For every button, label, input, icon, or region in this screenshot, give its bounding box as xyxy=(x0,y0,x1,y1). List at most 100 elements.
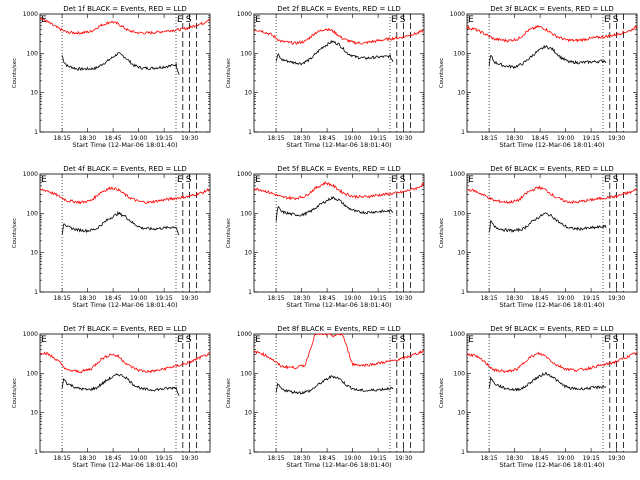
x-tick-label: 19:15 xyxy=(369,295,386,302)
lld-series-line xyxy=(39,17,210,35)
x-tick-label: 19:15 xyxy=(369,135,386,142)
y-tick-label: 100 xyxy=(241,50,253,57)
chart-panel: Det 1f BLACK = Events, RED = LLD 1 10 100 10… xyxy=(12,5,211,149)
chart-title: Det 7f BLACK = Events, RED = LLD xyxy=(63,325,186,333)
y-tick-label: 10 xyxy=(244,410,252,417)
chart-title: Det 6f BLACK = Events, RED = LLD xyxy=(490,165,613,173)
x-tick-label: 18:15 xyxy=(53,135,70,142)
x-tick-label: 18:45 xyxy=(531,295,548,302)
y-tick-label: 100 xyxy=(27,370,39,377)
y-tick-label: 1000 xyxy=(450,331,465,338)
chart-title: Det 1f BLACK = Events, RED = LLD xyxy=(63,5,186,13)
y-axis-label: Counts/sec xyxy=(226,58,232,88)
x-tick-label: 18:30 xyxy=(506,455,523,462)
marker-label-e: E xyxy=(391,335,397,345)
y-tick-label: 1000 xyxy=(23,171,38,178)
y-axis-label: Counts/sec xyxy=(226,378,232,408)
x-tick-label: 19:30 xyxy=(395,455,412,462)
x-axis-label: Start Time (12-Mar-06 18:01:40) xyxy=(286,461,391,469)
x-tick-label: 18:30 xyxy=(293,135,310,142)
y-axis-label: Counts/sec xyxy=(226,218,232,248)
x-tick-label: 18:30 xyxy=(79,295,96,302)
x-tick-label: 18:15 xyxy=(267,135,284,142)
y-tick-label: 1 xyxy=(461,289,465,296)
x-tick-label: 19:15 xyxy=(582,455,599,462)
x-tick-label: 19:30 xyxy=(395,295,412,302)
y-tick-label: 1 xyxy=(248,449,252,456)
x-tick-label: 18:45 xyxy=(104,455,121,462)
marker-label-s: S xyxy=(186,175,192,185)
x-tick-label: 19:00 xyxy=(344,135,361,142)
y-tick-label: 10 xyxy=(244,90,252,97)
events-series-line xyxy=(488,371,607,392)
chart-title: Det 5f BLACK = Events, RED = LLD xyxy=(277,165,400,173)
marker-label-e: E xyxy=(177,15,183,25)
marker-label-e: E xyxy=(177,175,183,185)
x-tick-label: 19:30 xyxy=(608,135,625,142)
plot-frame xyxy=(39,13,211,133)
x-tick-label: 18:30 xyxy=(79,135,96,142)
marker-label-e: E xyxy=(177,335,183,345)
x-tick-label: 19:30 xyxy=(608,295,625,302)
y-tick-label: 1 xyxy=(34,129,38,136)
marker-label-e-left: E xyxy=(255,335,261,345)
plot-frame xyxy=(253,173,425,293)
x-tick-label: 18:15 xyxy=(480,455,497,462)
events-series-line xyxy=(488,212,607,233)
x-tick-label: 18:30 xyxy=(506,135,523,142)
y-tick-label: 100 xyxy=(454,210,466,217)
lld-series-line xyxy=(466,185,637,205)
y-tick-label: 100 xyxy=(27,50,39,57)
y-tick-label: 1 xyxy=(248,289,252,296)
x-tick-label: 19:30 xyxy=(181,295,198,302)
chart-title: Det 9f BLACK = Events, RED = LLD xyxy=(490,325,613,333)
chart-panel: Det 2f BLACK = Events, RED = LLD 1 10 100 10… xyxy=(226,5,425,149)
chart-title: Det 2f BLACK = Events, RED = LLD xyxy=(277,5,400,13)
marker-label-e: E xyxy=(604,175,610,185)
marker-label-s: S xyxy=(613,15,619,25)
plot-frame xyxy=(253,333,425,453)
x-tick-label: 19:30 xyxy=(608,455,625,462)
marker-label-e-left: E xyxy=(255,15,261,25)
y-tick-label: 100 xyxy=(241,210,253,217)
y-tick-label: 10 xyxy=(457,410,465,417)
x-tick-label: 18:45 xyxy=(318,455,335,462)
y-tick-label: 1000 xyxy=(450,171,465,178)
lld-series-line xyxy=(253,333,425,370)
chart-panel: Det 9f BLACK = Events, RED = LLD 1 10 100 10… xyxy=(439,325,638,469)
x-axis-label: Start Time (12-Mar-06 18:01:40) xyxy=(72,461,177,469)
x-tick-label: 18:30 xyxy=(293,295,310,302)
x-tick-label: 18:45 xyxy=(531,455,548,462)
x-tick-label: 19:00 xyxy=(344,455,361,462)
lld-series-line xyxy=(253,27,424,45)
y-axis-label: Counts/sec xyxy=(12,218,18,248)
marker-label-e-left: E xyxy=(468,15,474,25)
lld-series-line xyxy=(466,351,638,374)
marker-label-e-left: E xyxy=(468,335,474,345)
marker-label-e: E xyxy=(391,175,397,185)
x-axis-label: Start Time (12-Mar-06 18:01:40) xyxy=(499,461,604,469)
y-tick-label: 1 xyxy=(461,129,465,136)
events-series-line xyxy=(275,39,394,66)
plot-frame xyxy=(253,13,425,133)
y-tick-label: 10 xyxy=(30,410,38,417)
lld-series-line xyxy=(39,186,211,205)
plot-frame xyxy=(39,333,211,453)
chart-title: Det 3f BLACK = Events, RED = LLD xyxy=(490,5,613,13)
lld-series-line xyxy=(39,351,210,374)
x-axis-label: Start Time (12-Mar-06 18:01:40) xyxy=(499,141,604,149)
x-tick-label: 19:15 xyxy=(155,135,172,142)
y-tick-label: 1000 xyxy=(450,11,465,18)
marker-label-s: S xyxy=(400,335,406,345)
y-tick-label: 1000 xyxy=(23,331,38,338)
y-tick-label: 10 xyxy=(457,90,465,97)
y-axis-label: Counts/sec xyxy=(12,378,18,408)
x-tick-label: 19:15 xyxy=(582,135,599,142)
x-tick-label: 18:45 xyxy=(318,135,335,142)
x-tick-label: 19:00 xyxy=(130,295,147,302)
x-tick-label: 18:45 xyxy=(104,295,121,302)
y-tick-label: 1000 xyxy=(237,171,252,178)
x-axis-label: Start Time (12-Mar-06 18:01:40) xyxy=(286,141,391,149)
chart-panel: Det 6f BLACK = Events, RED = LLD 1 10 100 10… xyxy=(439,165,638,309)
y-axis-label: Counts/sec xyxy=(439,218,445,248)
